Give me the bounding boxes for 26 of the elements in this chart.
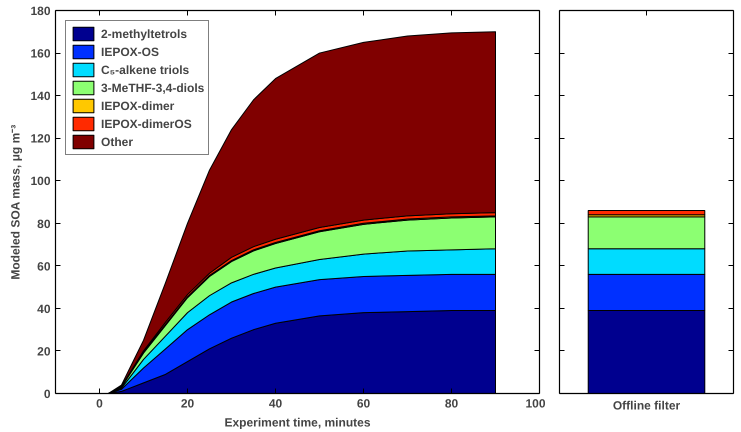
legend-label: IEPOX-dimer xyxy=(101,98,174,114)
x-tick-label: 60 xyxy=(356,396,370,410)
y-tick-label: 120 xyxy=(30,132,51,146)
x-tick-label: 20 xyxy=(180,396,194,410)
x-tick-label: 80 xyxy=(444,396,458,410)
legend-label: C₅-alkene triols xyxy=(101,62,190,78)
legend-label: 2-methyltetrols xyxy=(101,26,188,42)
x-tick-label: 100 xyxy=(525,396,546,410)
x-tick-label: 40 xyxy=(268,396,282,410)
legend-label: 3-MeTHF-3,4-diols xyxy=(101,80,204,96)
y-tick-label: 180 xyxy=(30,4,51,18)
y-tick-label: 160 xyxy=(30,46,51,61)
y-tick-label: 80 xyxy=(37,216,51,231)
y-tick-label: 0 xyxy=(44,387,51,401)
y-tick-label: 140 xyxy=(30,89,51,104)
x-tick-label: Offline filter xyxy=(612,398,680,412)
legend-label: IEPOX-dimerOS xyxy=(101,116,192,132)
y-axis-title: Modeled SOA mass, μg m⁻³ xyxy=(8,124,22,280)
y-tick-label: 40 xyxy=(37,302,51,316)
x-tick-label: 0 xyxy=(96,396,104,410)
y-tick-label: 60 xyxy=(37,259,51,274)
x-axis-title: Experiment time, minutes xyxy=(224,416,371,430)
legend-label: IEPOX-OS xyxy=(101,44,160,60)
legend-label: Other xyxy=(101,134,134,150)
y-tick-label: 20 xyxy=(37,344,51,358)
y-tick-label: 100 xyxy=(30,174,51,188)
